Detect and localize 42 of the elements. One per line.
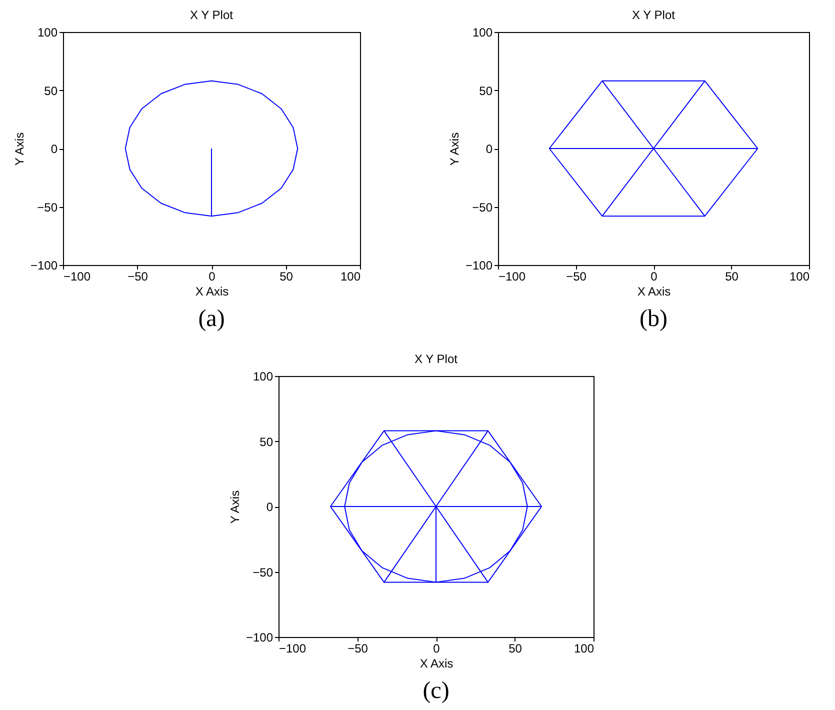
y-tick-label: −50 xyxy=(472,200,493,214)
x-tick-label: −100 xyxy=(279,642,306,656)
x-tick-label: −50 xyxy=(348,642,368,656)
x-tick-label: 50 xyxy=(725,270,739,284)
x-axis-title: X Axis xyxy=(637,284,671,298)
text: (b) xyxy=(640,306,668,332)
x-axis-title: X Axis xyxy=(420,656,454,670)
x-tick-label: 50 xyxy=(280,270,294,284)
y-tick-label: 100 xyxy=(472,26,493,40)
y-tick-label: −50 xyxy=(37,200,58,214)
y-tick-label: 0 xyxy=(266,500,274,514)
x-tick-label: 0 xyxy=(650,270,658,284)
y-tick-label: 0 xyxy=(50,142,58,156)
y-tick-label: −100 xyxy=(246,630,274,644)
x-tick-label: 0 xyxy=(208,270,216,284)
y-axis-title: Y Axis xyxy=(447,132,462,166)
y-tick-label: −50 xyxy=(252,565,274,580)
text: (c) xyxy=(422,678,450,704)
y-tick-label: 50 xyxy=(479,84,493,98)
y-tick-label: −100 xyxy=(465,258,493,272)
x-tick-label: −100 xyxy=(64,270,91,284)
chart-title: X Y Plot xyxy=(414,352,458,366)
y-tick-label: −100 xyxy=(30,258,58,272)
x-tick-label: −100 xyxy=(498,270,526,284)
x-tick-label: 100 xyxy=(574,642,594,656)
y-axis-title: Y Axis xyxy=(12,132,26,166)
y-tick-label: 100 xyxy=(37,26,58,40)
x-tick-label: −50 xyxy=(566,270,587,284)
x-tick-label: 100 xyxy=(340,270,361,284)
x-tick-label: 0 xyxy=(433,642,440,656)
text: (a) xyxy=(198,306,225,332)
x-tick-label: −50 xyxy=(128,270,148,284)
chart-title: X Y Plot xyxy=(190,8,234,22)
y-tick-label: 100 xyxy=(252,370,274,384)
x-tick-label: 100 xyxy=(789,270,810,284)
y-axis-title: Y Axis xyxy=(228,490,242,524)
y-tick-label: 0 xyxy=(486,142,493,156)
chart-title: X Y Plot xyxy=(632,8,676,22)
x-axis-title: X Axis xyxy=(195,284,229,298)
y-tick-label: 50 xyxy=(260,434,274,449)
x-tick-label: 50 xyxy=(508,642,522,656)
y-tick-label: 50 xyxy=(44,84,58,98)
